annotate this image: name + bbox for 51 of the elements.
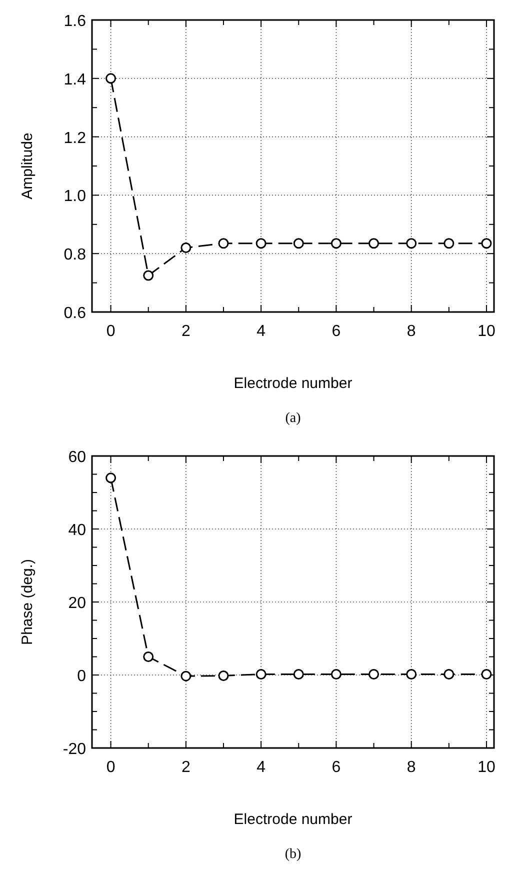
point — [218, 670, 229, 681]
y-tick-label: 20 — [68, 595, 86, 612]
point — [143, 270, 154, 281]
text: (b) — [284, 847, 302, 862]
y-tick-label: 1.0 — [64, 188, 86, 206]
point — [143, 652, 154, 662]
y-tick-label: 0.6 — [64, 305, 86, 322]
point — [481, 669, 492, 680]
text: (a) — [285, 411, 302, 426]
y-tick-label: -20 — [62, 741, 86, 758]
point — [444, 238, 454, 249]
point — [368, 669, 380, 680]
y-axis-title: Amplitude — [19, 132, 36, 200]
point — [330, 238, 342, 249]
point — [406, 669, 417, 680]
x-tick-label: 2 — [181, 323, 190, 340]
y-axis-title: Phase (deg.) — [19, 559, 36, 645]
x-tick-label: 4 — [256, 759, 266, 776]
x-tick-label: 6 — [332, 759, 341, 776]
point — [481, 238, 492, 249]
x-tick-label: 2 — [181, 759, 190, 776]
x-axis-title: Electrode number — [234, 375, 352, 392]
x-tick-label: 8 — [406, 759, 416, 776]
point — [106, 472, 116, 484]
y-tick-label: 0 — [77, 668, 86, 685]
x-tick-label: 0 — [106, 759, 116, 776]
point — [293, 669, 304, 680]
point — [293, 238, 304, 249]
point — [256, 238, 266, 249]
x-tick-label: 6 — [332, 323, 341, 340]
point — [256, 669, 266, 680]
y-tick-label: 1.4 — [64, 71, 86, 88]
point — [218, 238, 229, 249]
x-axis-title: Electrode number — [234, 811, 352, 828]
point — [180, 242, 192, 254]
y-tick-label: 0.8 — [64, 246, 86, 264]
x-tick-label: 8 — [406, 323, 416, 340]
point — [330, 669, 342, 680]
point — [368, 238, 380, 249]
x-tick-label: 0 — [106, 323, 116, 340]
y-tick-label: 1.6 — [64, 13, 86, 30]
x-tick-label: 10 — [478, 759, 496, 776]
x-tick-label: 4 — [256, 323, 266, 340]
point — [106, 73, 116, 84]
x-tick-label: 10 — [478, 323, 496, 340]
point — [444, 669, 454, 680]
point — [406, 238, 417, 249]
y-tick-label: 40 — [68, 522, 86, 539]
point — [180, 670, 192, 682]
y-tick-label: 1.2 — [64, 130, 86, 147]
y-tick-label: 60 — [68, 449, 86, 466]
